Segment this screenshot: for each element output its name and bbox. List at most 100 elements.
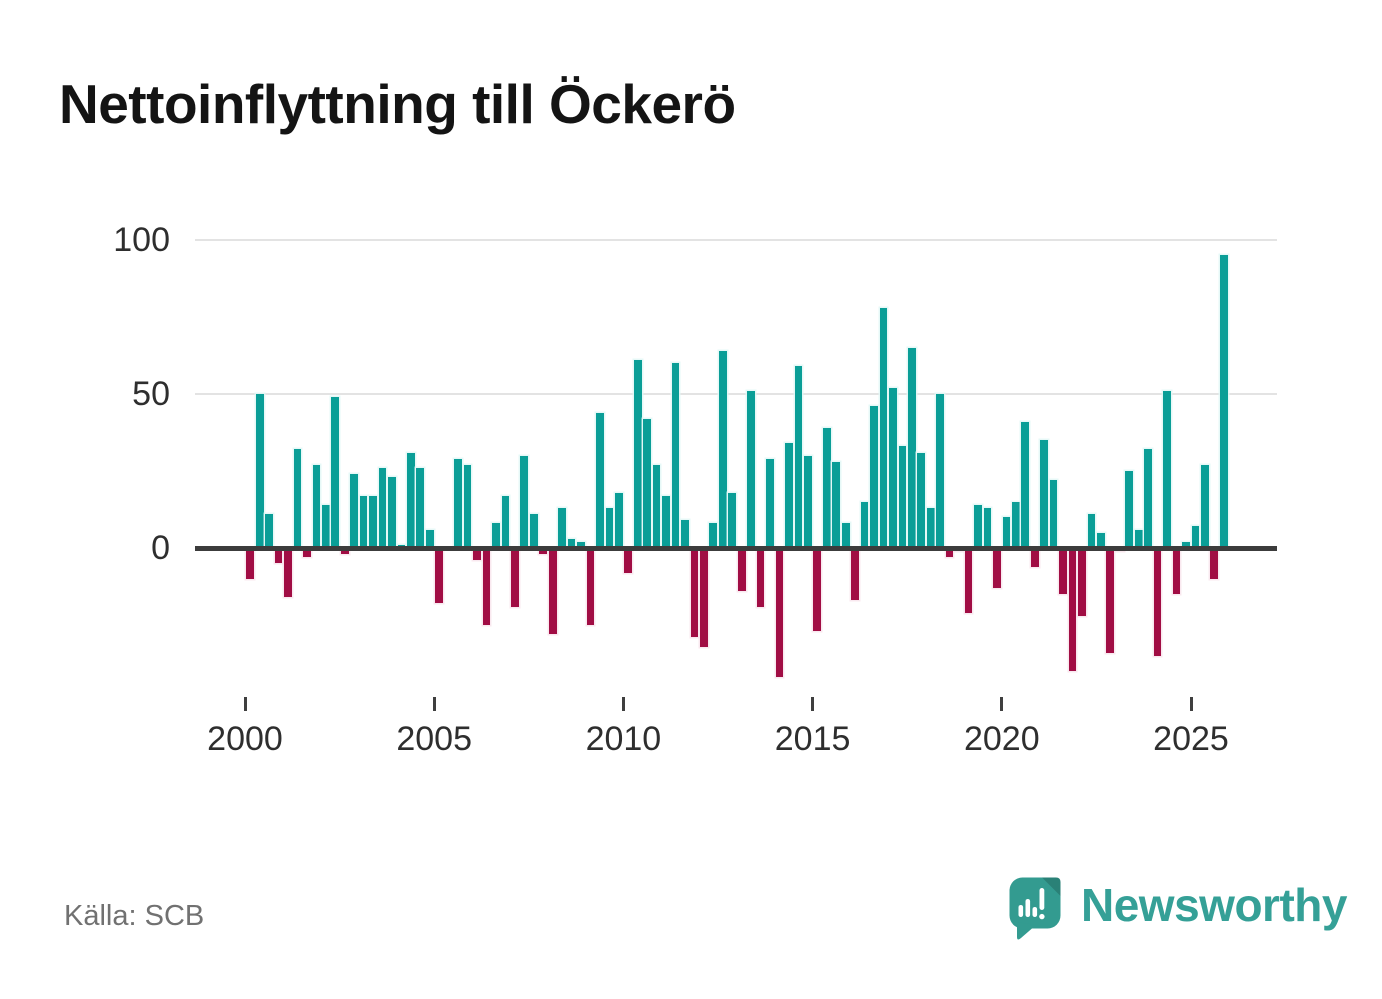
bar-2000-Q3 xyxy=(265,514,273,548)
y-tick-label-100: 100 xyxy=(113,221,170,259)
bar-2019-Q4 xyxy=(993,548,1001,588)
bar-2006-Q4 xyxy=(501,495,510,548)
brand-lockup: Newsworthy xyxy=(1008,876,1347,946)
bar-2011-Q3 xyxy=(681,520,689,548)
bar-2010-Q1 xyxy=(624,548,633,573)
x-tick-label-2025: 2025 xyxy=(1153,720,1229,758)
bar-2004-Q3 xyxy=(416,467,425,548)
bar-2007-Q4 xyxy=(539,548,548,555)
bar-2021-Q2 xyxy=(1049,480,1058,548)
y-tick-label-0: 0 xyxy=(151,529,170,567)
bar-2022-Q3 xyxy=(1097,532,1105,548)
y-tick-label-50: 50 xyxy=(132,375,170,413)
bar-2025-Q4 xyxy=(1219,255,1228,548)
newsworthy-logo-icon xyxy=(1009,877,1061,940)
bar-2008-Q3 xyxy=(567,538,576,548)
bar-2018-Q3 xyxy=(945,548,954,558)
bar-2019-Q3 xyxy=(983,508,992,548)
bar-2002-Q3 xyxy=(340,548,349,555)
bar-2015-Q1 xyxy=(813,548,822,632)
bar-2002-Q1 xyxy=(321,504,330,548)
bar-2001-Q4 xyxy=(312,464,321,548)
bar-2006-Q3 xyxy=(492,523,500,548)
x-tick-mark-2015 xyxy=(811,697,815,711)
bar-2003-Q3 xyxy=(378,467,387,548)
x-tick-mark-2005 xyxy=(432,697,436,711)
bar-2008-Q2 xyxy=(558,508,566,548)
chart-title: Nettoinflyttning till Öckerö xyxy=(59,73,736,135)
bar-2013-Q2 xyxy=(747,390,756,548)
bar-2000-Q4 xyxy=(274,548,283,564)
bar-2002-Q2 xyxy=(331,397,340,548)
bar-2010-Q3 xyxy=(643,418,652,548)
bar-2007-Q1 xyxy=(511,548,519,607)
bar-2016-Q3 xyxy=(870,406,878,548)
bar-2021-Q1 xyxy=(1040,440,1049,548)
bar-2017-Q4 xyxy=(917,452,926,548)
bar-2010-Q4 xyxy=(652,464,661,548)
bar-2009-Q1 xyxy=(586,548,595,625)
bar-2023-Q2 xyxy=(1125,471,1134,548)
gridline-100 xyxy=(195,238,1277,242)
bar-2025-Q3 xyxy=(1210,548,1219,579)
bar-2019-Q2 xyxy=(974,504,982,548)
bar-2013-Q1 xyxy=(737,548,746,592)
bar-2012-Q3 xyxy=(718,350,727,548)
bar-2016-Q4 xyxy=(879,307,888,548)
x-tick-label-2010: 2010 xyxy=(585,720,662,758)
bar-2015-Q3 xyxy=(832,461,841,548)
bar-2003-Q1 xyxy=(359,495,368,548)
bar-2001-Q3 xyxy=(303,548,311,558)
bar-2005-Q4 xyxy=(463,464,472,548)
bar-2020-Q1 xyxy=(1002,517,1011,548)
bar-2021-Q3 xyxy=(1059,548,1067,595)
bar-2003-Q4 xyxy=(388,477,396,548)
bar-2013-Q3 xyxy=(756,548,765,607)
bar-2024-Q2 xyxy=(1163,390,1171,548)
bar-2015-Q4 xyxy=(841,523,850,548)
bar-2017-Q2 xyxy=(898,446,907,548)
bar-2022-Q1 xyxy=(1078,548,1086,616)
bar-2021-Q4 xyxy=(1068,548,1077,672)
bar-2012-Q1 xyxy=(700,548,708,647)
bar-2009-Q4 xyxy=(614,492,623,548)
brand-name: Newsworthy xyxy=(1081,879,1347,931)
bar-2006-Q1 xyxy=(473,548,481,561)
bar-2012-Q4 xyxy=(728,492,737,548)
bar-2016-Q1 xyxy=(851,548,859,601)
bar-2014-Q4 xyxy=(804,455,812,548)
bar-2007-Q3 xyxy=(529,514,538,548)
bar-2004-Q2 xyxy=(407,452,415,548)
bar-2017-Q1 xyxy=(889,387,897,548)
bar-2008-Q1 xyxy=(548,548,557,635)
bar-2011-Q4 xyxy=(690,548,699,638)
bar-2003-Q2 xyxy=(369,495,377,548)
bar-2008-Q4 xyxy=(577,541,585,548)
bar-2002-Q4 xyxy=(350,474,359,548)
bar-2025-Q2 xyxy=(1201,464,1209,548)
bar-2019-Q1 xyxy=(964,548,973,613)
bar-2020-Q2 xyxy=(1011,501,1020,548)
bar-2020-Q3 xyxy=(1021,421,1030,548)
bar-2016-Q2 xyxy=(860,501,869,548)
bar-2011-Q1 xyxy=(662,495,670,548)
bar-2010-Q2 xyxy=(633,360,642,548)
bar-2011-Q2 xyxy=(671,363,680,548)
x-tick-mark-2010 xyxy=(621,697,625,711)
bar-2001-Q1 xyxy=(284,548,292,598)
bar-2007-Q2 xyxy=(520,455,529,548)
bar-2005-Q3 xyxy=(454,458,462,548)
bar-2022-Q4 xyxy=(1106,548,1115,653)
bar-2023-Q3 xyxy=(1134,529,1143,548)
source-note: Källa: SCB xyxy=(64,900,205,932)
bar-2014-Q2 xyxy=(785,443,793,548)
bar-2024-Q1 xyxy=(1153,548,1162,656)
bar-2009-Q3 xyxy=(605,508,614,548)
x-tick-label-2005: 2005 xyxy=(396,720,473,758)
zero-axis-line xyxy=(195,546,1277,551)
x-tick-label-2020: 2020 xyxy=(963,720,1040,758)
bar-2000-Q1 xyxy=(246,548,255,579)
bar-2006-Q2 xyxy=(482,548,491,625)
bar-2004-Q4 xyxy=(425,529,434,548)
